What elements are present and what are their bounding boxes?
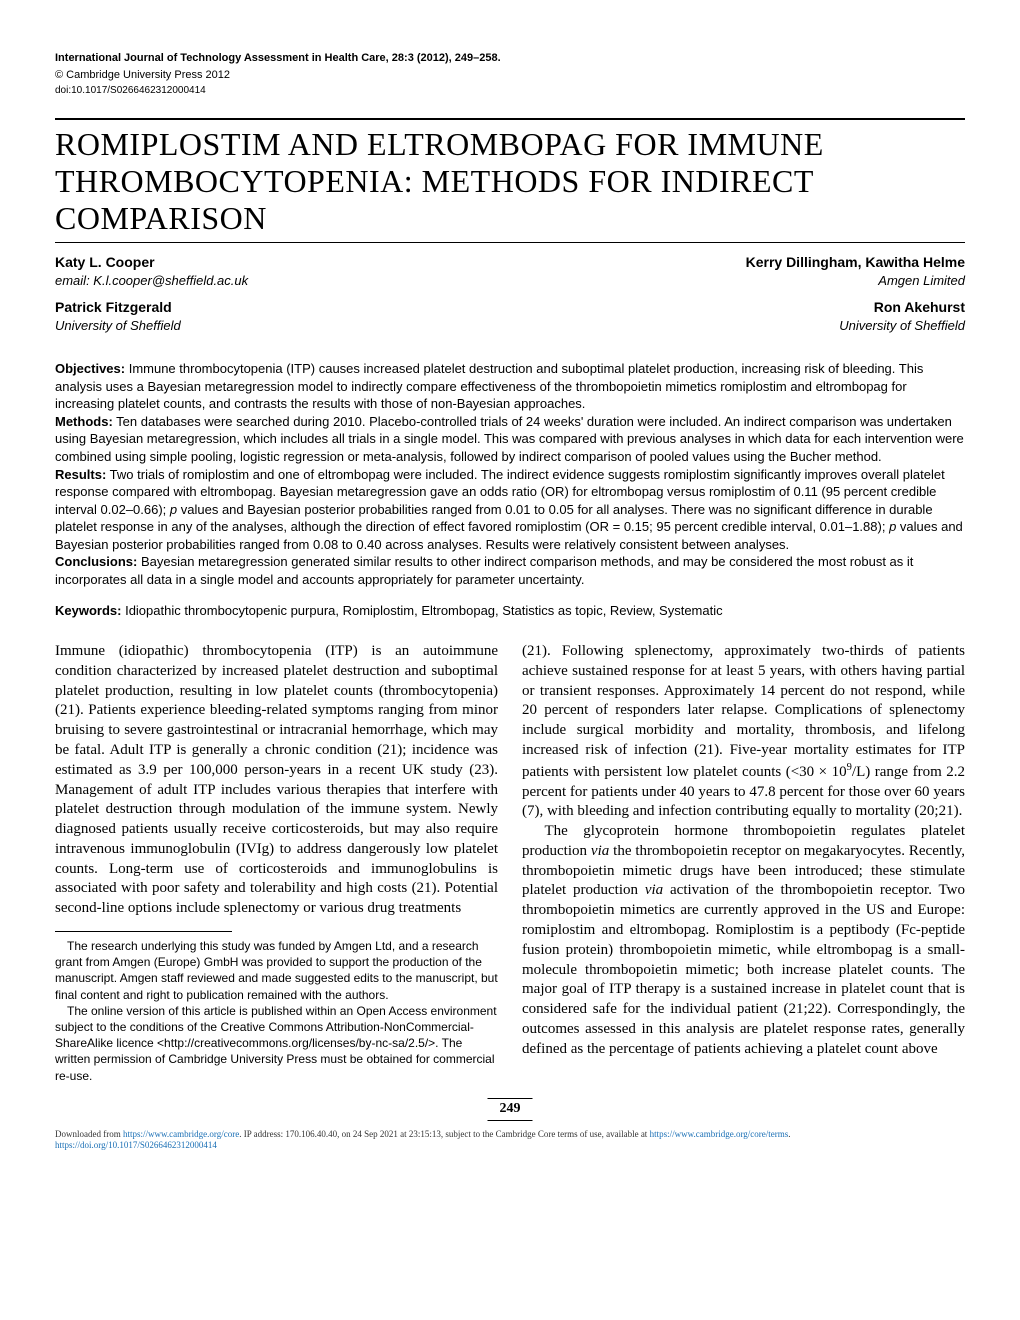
author-affil: University of Sheffield [55, 317, 248, 335]
abstract: Objectives: Immune thrombocytopenia (ITP… [55, 360, 965, 588]
author-name: Kerry Dillingham, Kawitha Helme [746, 253, 965, 272]
conclusions-text: Bayesian metaregression generated simila… [55, 554, 913, 587]
keywords-label: Keywords: [55, 603, 121, 618]
copyright-line: © Cambridge University Press 2012 [55, 67, 965, 84]
authors-block: Katy L. Cooper email: K.l.cooper@sheffie… [55, 251, 965, 340]
right-column: (21). Following splenectomy, approximate… [522, 642, 965, 1084]
author-name: Katy L. Cooper [55, 253, 248, 272]
body-columns: Immune (idiopathic) thrombocytopenia (IT… [55, 642, 965, 1084]
conclusions-label: Conclusions: [55, 554, 137, 569]
title-under-rule [55, 242, 965, 243]
left-column: Immune (idiopathic) thrombocytopenia (IT… [55, 642, 498, 1084]
results-label: Results: [55, 467, 106, 482]
via-italic: via [645, 882, 663, 898]
download-notice: Downloaded from https://www.cambridge.or… [55, 1129, 965, 1152]
author-name: Ron Akehurst [746, 298, 965, 317]
body-paragraph: (21). Following splenectomy, approximate… [522, 642, 965, 822]
page-number: 249 [488, 1098, 533, 1121]
journal-citation: International Journal of Technology Asse… [55, 50, 965, 67]
article-title: ROMIPLOSTIM AND ELTROMBOPAG FOR IMMUNE T… [55, 126, 965, 236]
methods-label: Methods: [55, 414, 113, 429]
results-text-2: values and Bayesian posterior probabilit… [55, 502, 933, 535]
footnote-license: The online version of this article is pu… [55, 1003, 498, 1084]
footnote-separator [55, 931, 232, 932]
terms-link[interactable]: https://www.cambridge.org/core/terms [650, 1129, 789, 1139]
objectives-label: Objectives: [55, 361, 125, 376]
doi-line: doi:10.1017/S0266462312000414 [55, 83, 965, 98]
keywords: Keywords: Idiopathic thrombocytopenic pu… [55, 602, 965, 620]
author-affil: University of Sheffield [746, 317, 965, 335]
authors-left: Katy L. Cooper email: K.l.cooper@sheffie… [55, 251, 248, 340]
core-link[interactable]: https://www.cambridge.org/core [123, 1129, 239, 1139]
via-italic: via [591, 843, 609, 859]
author-affil: Amgen Limited [746, 272, 965, 290]
methods-text: Ten databases were searched during 2010.… [55, 414, 964, 464]
doi-link[interactable]: https://doi.org/10.1017/S026646231200041… [55, 1140, 217, 1150]
footnote-funding: The research underlying this study was f… [55, 938, 498, 1003]
journal-meta: International Journal of Technology Asse… [55, 50, 965, 98]
body-paragraph: Immune (idiopathic) thrombocytopenia (IT… [55, 642, 498, 919]
author-name: Patrick Fitzgerald [55, 298, 248, 317]
top-rule [55, 118, 965, 120]
body-paragraph: The glycoprotein hormone thrombopoietin … [522, 822, 965, 1060]
keywords-text: Idiopathic thrombocytopenic purpura, Rom… [121, 603, 722, 618]
objectives-text: Immune thrombocytopenia (ITP) causes inc… [55, 361, 923, 411]
authors-right: Kerry Dillingham, Kawitha Helme Amgen Li… [746, 251, 965, 340]
author-affil: email: K.l.cooper@sheffield.ac.uk [55, 272, 248, 290]
